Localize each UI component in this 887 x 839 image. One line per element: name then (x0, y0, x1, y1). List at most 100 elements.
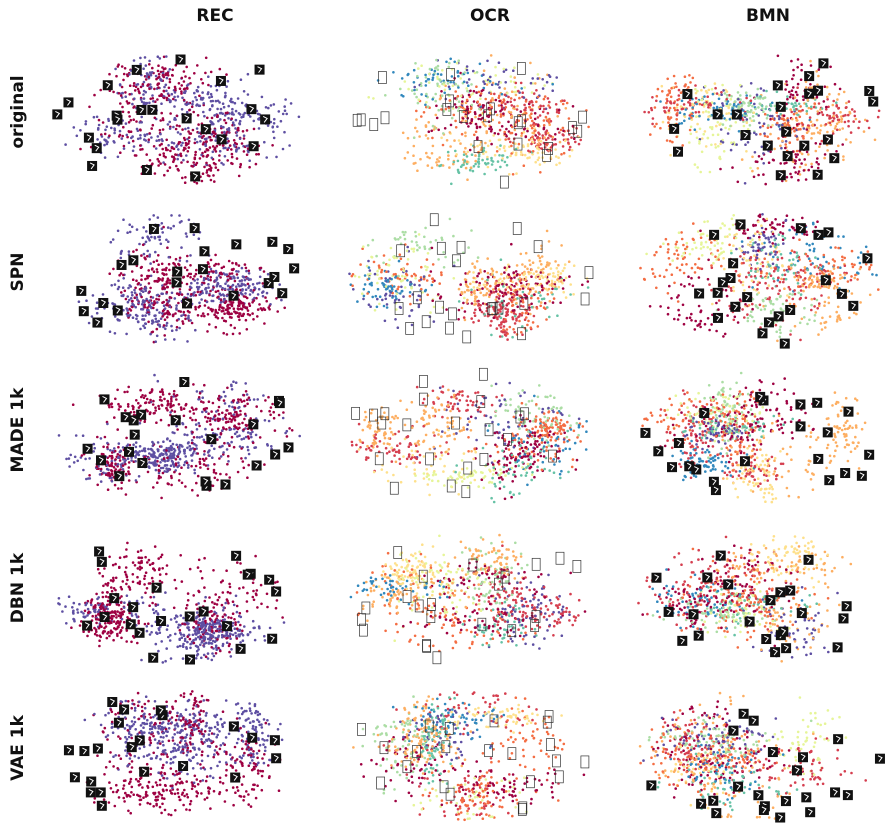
point (214, 150, 218, 153)
point (447, 65, 451, 69)
point (223, 130, 226, 134)
point (789, 108, 792, 111)
thumbnail-marker (580, 292, 590, 306)
point (805, 109, 809, 113)
point (182, 310, 186, 314)
point (284, 98, 287, 101)
point (521, 91, 524, 94)
point (91, 294, 95, 297)
point (194, 150, 197, 154)
point (128, 115, 131, 118)
point (452, 160, 456, 164)
point (182, 70, 186, 73)
point (427, 81, 431, 84)
point (424, 134, 428, 137)
point (425, 151, 428, 155)
point (538, 259, 542, 263)
point (696, 230, 700, 233)
point (817, 333, 820, 336)
point (181, 141, 184, 145)
point (218, 154, 221, 157)
point (818, 145, 821, 148)
point (838, 87, 842, 91)
point (523, 153, 527, 157)
point (561, 126, 565, 130)
point (802, 289, 805, 293)
point (535, 270, 538, 273)
point (513, 331, 516, 334)
point (776, 279, 780, 282)
point (237, 315, 241, 319)
point (706, 317, 710, 320)
point (193, 138, 197, 141)
point (573, 137, 576, 140)
point (209, 70, 213, 74)
point (172, 125, 175, 129)
point (181, 128, 184, 131)
point (396, 276, 399, 280)
point (168, 100, 172, 104)
point (209, 289, 212, 293)
point (504, 320, 508, 323)
point (769, 223, 772, 227)
point (137, 301, 140, 305)
point (462, 251, 465, 255)
point (837, 92, 841, 96)
point (392, 285, 396, 288)
point (188, 76, 191, 80)
point (406, 245, 410, 249)
point (276, 310, 280, 313)
point (486, 278, 489, 282)
point (247, 272, 251, 275)
point (155, 334, 159, 338)
point (744, 91, 748, 94)
point (399, 257, 403, 261)
point (185, 86, 189, 90)
point (730, 94, 733, 98)
thumbnail-marker (378, 71, 387, 84)
point (432, 128, 436, 131)
point (548, 299, 552, 303)
point (842, 158, 845, 162)
point (729, 124, 732, 128)
point (723, 117, 726, 120)
point (366, 273, 370, 276)
point (187, 126, 190, 130)
point (162, 161, 165, 164)
point (511, 303, 515, 307)
point (426, 137, 430, 140)
point (477, 90, 481, 94)
point (568, 275, 571, 278)
point (666, 99, 669, 103)
point (263, 322, 266, 325)
thumbnail-marker (277, 288, 288, 299)
point (165, 148, 168, 152)
point (463, 310, 467, 313)
point (380, 276, 383, 280)
point (523, 318, 527, 322)
thumbnail-marker (78, 306, 89, 317)
point (463, 296, 466, 300)
point (499, 316, 503, 320)
point (457, 300, 461, 303)
point (233, 101, 237, 105)
point (841, 143, 844, 146)
point (424, 80, 428, 83)
point (397, 285, 400, 289)
point (224, 282, 227, 286)
point (226, 304, 229, 307)
point (816, 257, 820, 261)
point (400, 77, 404, 80)
point (461, 119, 464, 122)
point (849, 278, 853, 282)
point (793, 96, 797, 99)
point (785, 80, 788, 83)
point (154, 250, 157, 254)
point (518, 319, 521, 323)
point (151, 267, 154, 270)
point (528, 106, 532, 109)
point (530, 305, 534, 309)
thumbnail-glyph (219, 135, 225, 143)
point (764, 182, 767, 186)
point (475, 295, 478, 299)
